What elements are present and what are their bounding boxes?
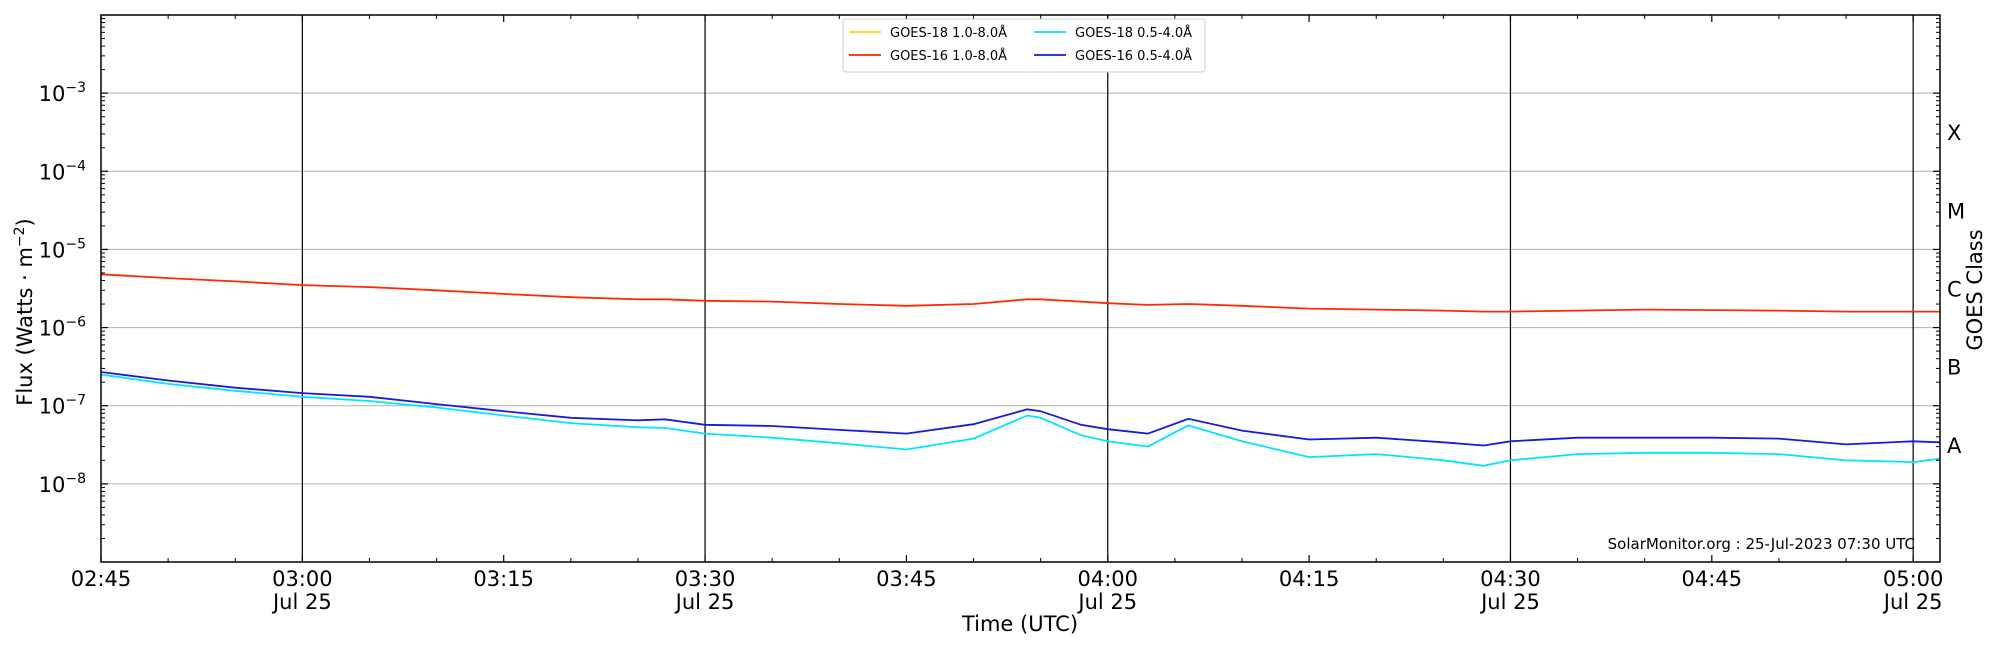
legend-entry: GOES-18 0.5-4.0Å xyxy=(1075,25,1192,41)
grid-layer xyxy=(101,92,1940,485)
watermark: SolarMonitor.org : 25-Jul-2023 07:30 UTC xyxy=(1608,535,1915,553)
x-axis-title: Time (UTC) xyxy=(961,612,1078,636)
svg-text:Flux (Watts · m−2): Flux (Watts · m−2) xyxy=(12,218,37,406)
y-tick-label: 10−4 xyxy=(39,158,86,184)
plot-frame xyxy=(100,14,1941,563)
series-line-3 xyxy=(100,371,1941,447)
series-line-1 xyxy=(100,273,1940,313)
x-tick-date-label: Jul 25 xyxy=(1076,590,1137,614)
x-tick-label: 04:30 xyxy=(1480,567,1541,591)
y-tick-label: 10−5 xyxy=(39,236,86,262)
y-axis-title: Flux (Watts · m−2) xyxy=(12,218,37,406)
goes-class-label: B xyxy=(1947,356,1961,380)
vertical-lines xyxy=(301,15,1914,562)
goes-class-label: X xyxy=(1947,121,1961,145)
y-tick-label: 10−7 xyxy=(39,393,86,419)
goes-class-label: A xyxy=(1947,434,1962,458)
x-tick-label: 03:30 xyxy=(675,567,736,591)
series-line-2 xyxy=(100,373,1941,467)
x-tick-label: 03:00 xyxy=(272,567,333,591)
y-axis-right-title: GOES Class xyxy=(1963,229,1987,350)
x-tick-label: 04:45 xyxy=(1682,567,1743,591)
goes-class-label: C xyxy=(1947,278,1962,302)
x-tick-date-label: Jul 25 xyxy=(1882,590,1943,614)
legend-entry: GOES-16 0.5-4.0Å xyxy=(1075,48,1192,64)
legend-box xyxy=(842,18,1206,73)
x-tick-label: 03:15 xyxy=(473,567,534,591)
y-tick-label: 10−8 xyxy=(39,471,86,497)
legend: GOES-18 1.0-8.0Å GOES-18 0.5-4.0Å GOES-16 … xyxy=(842,18,1206,73)
x-tick-date-label: Jul 25 xyxy=(1479,590,1540,614)
goes-class-label: M xyxy=(1947,199,1965,223)
x-tick-date-label: Jul 25 xyxy=(271,590,332,614)
legend-entry: GOES-18 1.0-8.0Å xyxy=(890,25,1007,41)
x-tick-label: 03:45 xyxy=(876,567,937,591)
x-tick-label: 05:00 xyxy=(1883,567,1944,591)
x-tick-label: 02:45 xyxy=(71,567,132,591)
y-tick-label: 10−3 xyxy=(39,80,86,106)
y-tick-label: 10−6 xyxy=(39,315,86,341)
series-layer xyxy=(100,273,1941,467)
x-tick-label: 04:00 xyxy=(1077,567,1138,591)
x-tick-label: 04:15 xyxy=(1279,567,1340,591)
legend-entry: GOES-16 1.0-8.0Å xyxy=(890,48,1007,64)
x-tick-date-label: Jul 25 xyxy=(674,590,735,614)
